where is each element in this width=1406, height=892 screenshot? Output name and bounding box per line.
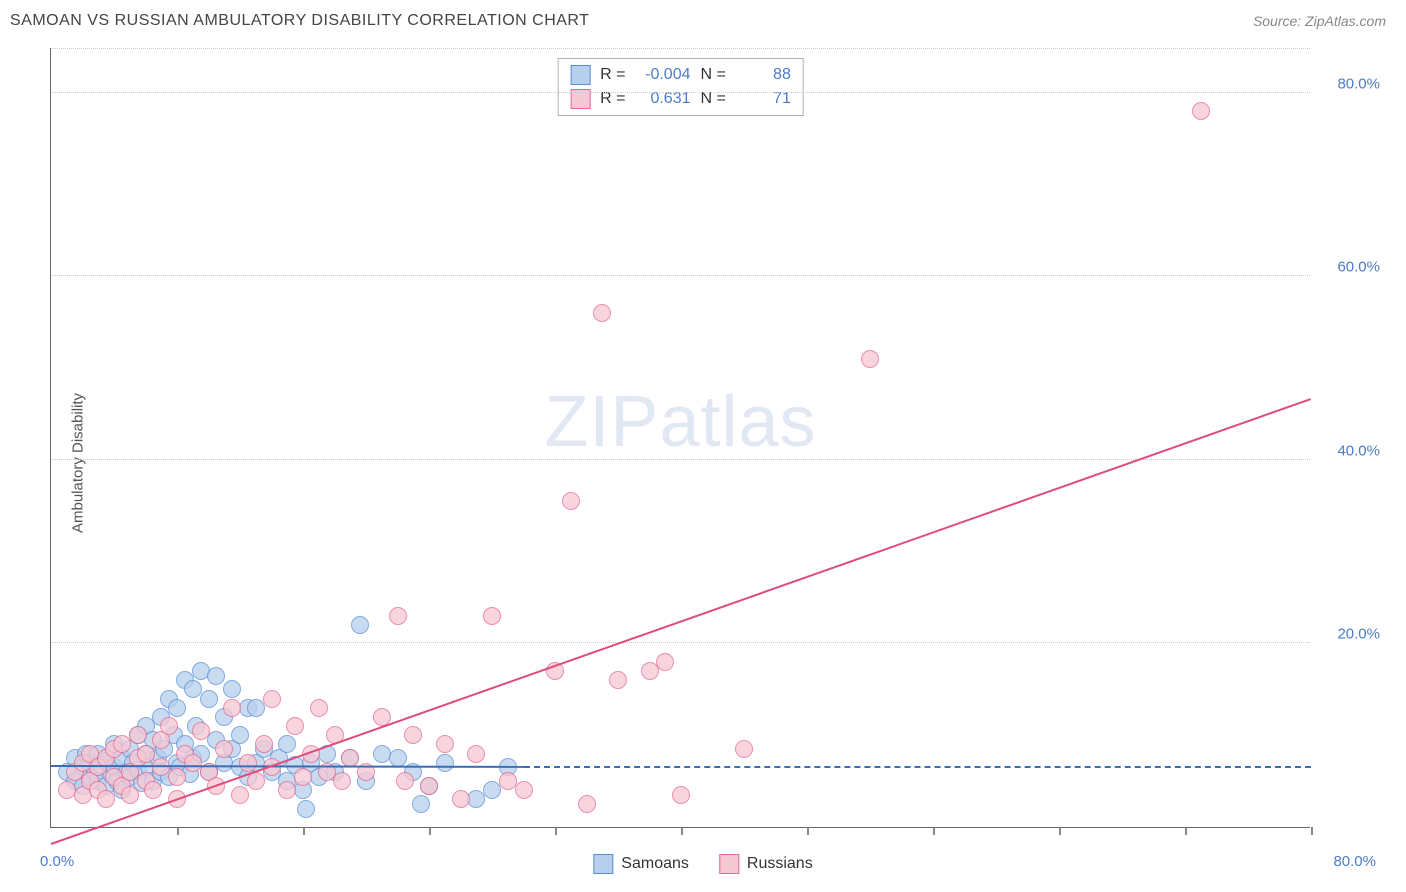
scatter-point bbox=[420, 777, 438, 795]
scatter-point bbox=[97, 790, 115, 808]
scatter-point bbox=[609, 671, 627, 689]
scatter-point bbox=[483, 607, 501, 625]
scatter-point bbox=[168, 768, 186, 786]
scatter-point bbox=[223, 699, 241, 717]
n-value: 88 bbox=[736, 66, 791, 84]
x-tick bbox=[555, 827, 557, 835]
scatter-point bbox=[192, 722, 210, 740]
chart-title: SAMOAN VS RUSSIAN AMBULATORY DISABILITY … bbox=[10, 12, 589, 30]
scatter-point bbox=[200, 690, 218, 708]
x-tick bbox=[1059, 827, 1061, 835]
plot-area: ZIPatlas R = -0.004 N = 88 R = 0.631 N =… bbox=[50, 48, 1310, 828]
scatter-point bbox=[129, 726, 147, 744]
trend-line bbox=[51, 398, 1312, 845]
x-tick bbox=[429, 827, 431, 835]
chart-container: Ambulatory Disability ZIPatlas R = -0.00… bbox=[0, 38, 1406, 888]
y-tick-label: 40.0% bbox=[1320, 442, 1380, 459]
scatter-point bbox=[278, 735, 296, 753]
y-tick-label: 80.0% bbox=[1320, 75, 1380, 92]
scatter-point bbox=[231, 726, 249, 744]
scatter-point bbox=[861, 350, 879, 368]
scatter-point bbox=[255, 735, 273, 753]
scatter-point bbox=[207, 667, 225, 685]
scatter-point bbox=[578, 795, 596, 813]
y-tick-label: 60.0% bbox=[1320, 259, 1380, 276]
gridline bbox=[51, 48, 1310, 49]
scatter-point bbox=[412, 795, 430, 813]
trend-line-dashed bbox=[524, 766, 1312, 768]
scatter-point bbox=[735, 740, 753, 758]
scatter-point bbox=[436, 735, 454, 753]
scatter-point bbox=[389, 607, 407, 625]
scatter-point bbox=[144, 781, 162, 799]
gridline bbox=[51, 92, 1310, 93]
legend-label: Russians bbox=[747, 855, 813, 873]
swatch-icon bbox=[570, 65, 590, 85]
legend-stats-row-1: R = 0.631 N = 71 bbox=[570, 87, 791, 111]
legend-item-1: Russians bbox=[719, 854, 813, 874]
watermark: ZIPatlas bbox=[544, 381, 816, 463]
watermark-light: atlas bbox=[659, 382, 816, 462]
y-tick-label: 20.0% bbox=[1320, 626, 1380, 643]
scatter-point bbox=[1192, 102, 1210, 120]
scatter-point bbox=[168, 699, 186, 717]
r-label: R = bbox=[600, 66, 625, 84]
swatch-icon bbox=[719, 854, 739, 874]
swatch-icon bbox=[593, 854, 613, 874]
scatter-point bbox=[593, 304, 611, 322]
scatter-point bbox=[436, 754, 454, 772]
scatter-point bbox=[297, 800, 315, 818]
scatter-point bbox=[239, 754, 257, 772]
x-tick bbox=[1185, 827, 1187, 835]
x-tick bbox=[681, 827, 683, 835]
watermark-bold: ZIP bbox=[544, 382, 659, 462]
x-tick bbox=[303, 827, 305, 835]
scatter-point bbox=[389, 749, 407, 767]
gridline bbox=[51, 275, 1310, 276]
legend-stats-box: R = -0.004 N = 88 R = 0.631 N = 71 bbox=[557, 58, 804, 116]
scatter-point bbox=[231, 786, 249, 804]
x-tick bbox=[177, 827, 179, 835]
scatter-point bbox=[160, 717, 178, 735]
scatter-point bbox=[351, 616, 369, 634]
scatter-point bbox=[263, 690, 281, 708]
scatter-point bbox=[562, 492, 580, 510]
x-tick bbox=[1311, 827, 1313, 835]
r-value: -0.004 bbox=[636, 66, 691, 84]
legend-stats-row-0: R = -0.004 N = 88 bbox=[570, 63, 791, 87]
scatter-point bbox=[223, 680, 241, 698]
scatter-point bbox=[341, 749, 359, 767]
scatter-point bbox=[404, 726, 422, 744]
scatter-point bbox=[656, 653, 674, 671]
scatter-point bbox=[467, 745, 485, 763]
scatter-point bbox=[396, 772, 414, 790]
x-tick bbox=[933, 827, 935, 835]
scatter-point bbox=[137, 745, 155, 763]
x-tick bbox=[807, 827, 809, 835]
scatter-point bbox=[310, 699, 328, 717]
scatter-point bbox=[452, 790, 470, 808]
bottom-legend: Samoans Russians bbox=[593, 854, 812, 874]
scatter-point bbox=[121, 786, 139, 804]
x-max-label: 80.0% bbox=[1333, 853, 1376, 870]
legend-label: Samoans bbox=[621, 855, 689, 873]
scatter-point bbox=[215, 740, 233, 758]
scatter-point bbox=[515, 781, 533, 799]
n-label: N = bbox=[701, 66, 726, 84]
gridline bbox=[51, 642, 1310, 643]
scatter-point bbox=[294, 768, 312, 786]
legend-item-0: Samoans bbox=[593, 854, 689, 874]
scatter-point bbox=[333, 772, 351, 790]
scatter-point bbox=[286, 717, 304, 735]
scatter-point bbox=[278, 781, 296, 799]
gridline bbox=[51, 459, 1310, 460]
scatter-point bbox=[672, 786, 690, 804]
source-label: Source: ZipAtlas.com bbox=[1253, 13, 1386, 29]
x-origin-label: 0.0% bbox=[40, 853, 74, 870]
